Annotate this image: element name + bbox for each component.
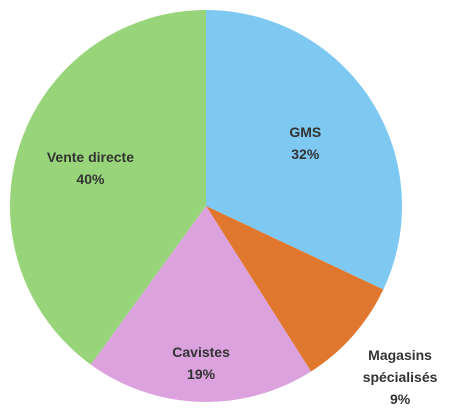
value-label: 9%: [389, 391, 411, 408]
slice-label: GMS 32%: [250, 121, 360, 165]
pie-slice: [90, 206, 312, 402]
category-label: Magasins spécialisés: [362, 347, 438, 386]
slice-label: Magasins spécialisés 9%: [345, 344, 455, 410]
pie-slice: [206, 10, 402, 290]
category-label: Vente directe: [46, 149, 134, 166]
value-label: 19%: [187, 365, 216, 382]
pie-slice: [10, 10, 207, 365]
category-label: GMS: [289, 123, 322, 140]
value-label: 40%: [76, 171, 105, 188]
slice-label: Cavistes 19%: [146, 341, 256, 385]
pie-slice: [206, 206, 384, 372]
category-label: Cavistes: [172, 343, 230, 360]
value-label: 32%: [291, 145, 320, 162]
slice-label: Vente directe 40%: [35, 146, 145, 190]
